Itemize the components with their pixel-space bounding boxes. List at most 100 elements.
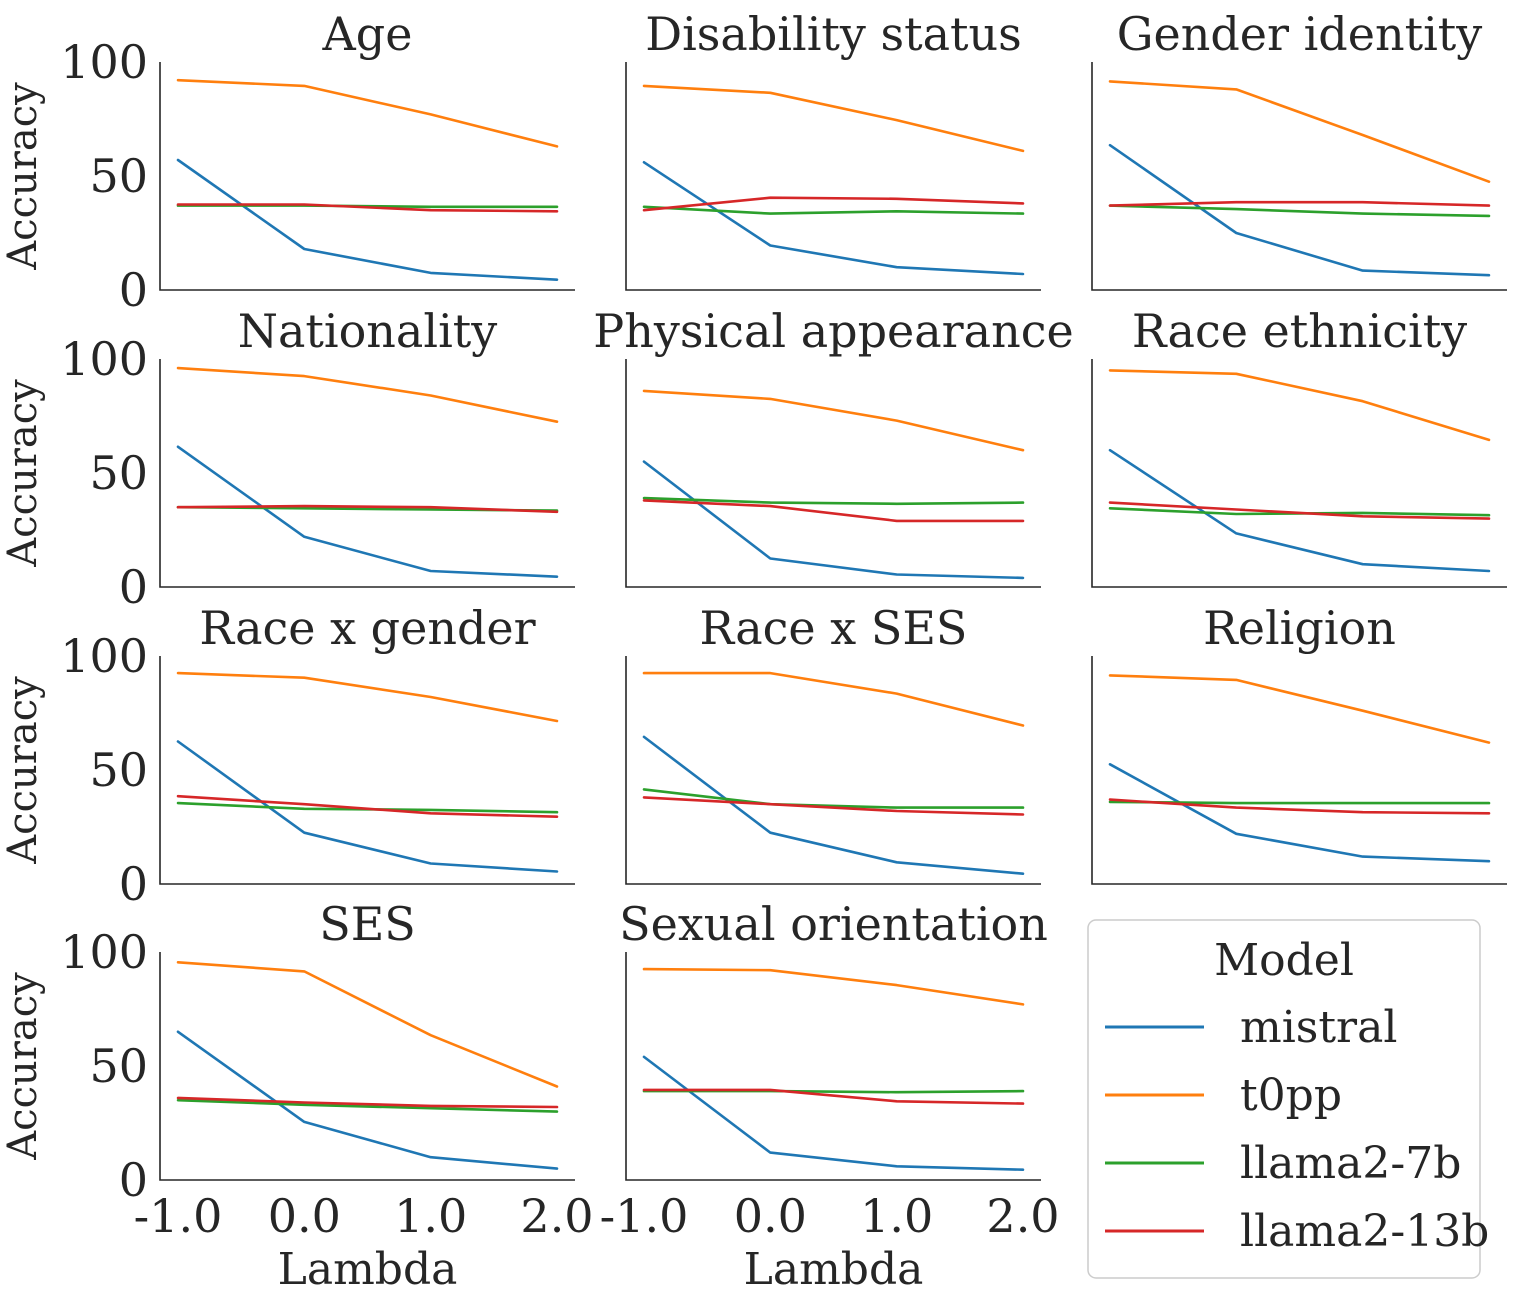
x-tick-label-ses-2: 1.0 <box>394 1189 467 1243</box>
panel-nationality: Nationality 0 50 100 Accuracy <box>0 304 575 614</box>
y-axis-label-ses: Accuracy <box>0 972 46 1161</box>
series-line-religion-t0pp <box>1108 674 1491 744</box>
series-line-race-x-gender-mistral <box>176 740 559 873</box>
series-line-sexual-orientation-llama2-13b <box>642 1088 1025 1105</box>
y-tick-label-race-x-gender-50: 50 <box>89 743 148 797</box>
series-line-ses-llama2-13b <box>176 1096 559 1109</box>
panel-disability-status: Disability status <box>625 7 1041 291</box>
axes-spine-religion <box>1091 656 1507 885</box>
x-tick-label-sexual-orientation-3: 2.0 <box>986 1189 1059 1243</box>
axes-spine-race-x-gender <box>159 656 575 885</box>
axes-spine-ses <box>159 952 575 1181</box>
series-line-physical-appearance-llama2-7b <box>642 496 1025 506</box>
chart-panels: Age 0 50 100 Accuracy Disability status Gender… <box>0 7 1507 1295</box>
legend-title: Model <box>1214 935 1354 986</box>
series-line-sexual-orientation-t0pp <box>642 967 1025 1006</box>
series-line-disability-status-mistral <box>642 161 1025 276</box>
series-line-gender-identity-llama2-7b <box>1108 204 1491 218</box>
y-tick-label-ses-50: 50 <box>89 1039 148 1093</box>
panel-title-ses: SES <box>319 897 416 951</box>
axes-spine-sexual-orientation <box>625 952 1041 1181</box>
legend-label-t0pp: t0pp <box>1240 1070 1342 1121</box>
axes-spine-race-x-ses <box>625 656 1041 885</box>
series-line-religion-mistral <box>1108 763 1491 863</box>
y-axis-label-race-x-gender: Accuracy <box>0 676 46 865</box>
panel-title-age: Age <box>322 7 413 61</box>
axes-spine-nationality <box>159 359 575 588</box>
y-tick-label-age-100: 100 <box>60 35 148 89</box>
series-line-disability-status-llama2-7b <box>642 205 1025 215</box>
x-tick-label-ses-0: -1.0 <box>134 1189 223 1243</box>
legend: Model mistral t0pp llama2-7b llama2-13b <box>1087 919 1489 1279</box>
x-axis-label-ses: Lambda <box>278 1244 458 1295</box>
series-line-disability-status-llama2-13b <box>642 196 1025 212</box>
series-line-race-ethnicity-llama2-13b <box>1108 501 1491 520</box>
y-tick-label-race-x-gender-100: 100 <box>60 629 148 683</box>
axes-spine-physical-appearance <box>625 359 1041 588</box>
panel-title-nationality: Nationality <box>238 304 498 358</box>
x-tick-label-ses-3: 2.0 <box>520 1189 593 1243</box>
panel-race-ethnicity: Race ethnicity <box>1091 304 1507 588</box>
panel-title-religion: Religion <box>1203 601 1396 655</box>
y-tick-label-age-0: 0 <box>119 263 148 317</box>
axes-spine-age <box>159 62 575 291</box>
series-line-ses-llama2-7b <box>176 1098 559 1113</box>
axes-spine-disability-status <box>625 62 1041 291</box>
panel-physical-appearance: Physical appearance <box>593 304 1074 588</box>
legend-label-llama2-13b: llama2-13b <box>1240 1206 1489 1257</box>
y-tick-label-nationality-0: 0 <box>119 560 148 614</box>
y-tick-label-ses-100: 100 <box>60 925 148 979</box>
series-line-race-x-gender-t0pp <box>176 671 559 723</box>
panel-sexual-orientation: Sexual orientation -1.0 0.0 1.0 2.0 Lambda <box>600 897 1060 1295</box>
legend-frame <box>1087 919 1481 1279</box>
panel-title-disability-status: Disability status <box>645 7 1022 61</box>
series-line-race-x-gender-llama2-13b <box>176 794 559 818</box>
series-line-religion-llama2-13b <box>1108 798 1491 815</box>
panel-race-x-ses: Race x SES <box>625 601 1041 885</box>
y-tick-label-age-50: 50 <box>89 149 148 203</box>
series-line-age-llama2-13b <box>176 203 559 213</box>
panel-gender-identity: Gender identity <box>1091 7 1507 291</box>
series-line-race-x-ses-llama2-7b <box>642 788 1025 809</box>
panel-age: Age 0 50 100 Accuracy <box>0 7 575 317</box>
series-line-race-ethnicity-mistral <box>1108 448 1491 573</box>
series-line-gender-identity-mistral <box>1108 143 1491 277</box>
panel-title-physical-appearance: Physical appearance <box>593 304 1073 358</box>
x-tick-label-sexual-orientation-0: -1.0 <box>600 1189 689 1243</box>
y-tick-label-nationality-50: 50 <box>89 446 148 500</box>
series-line-race-x-ses-llama2-13b <box>642 796 1025 816</box>
x-tick-label-sexual-orientation-1: 0.0 <box>734 1189 807 1243</box>
panel-religion: Religion <box>1091 601 1507 885</box>
y-tick-label-ses-0: 0 <box>119 1153 148 1207</box>
series-line-disability-status-t0pp <box>642 84 1025 153</box>
panel-title-gender-identity: Gender identity <box>1117 7 1483 61</box>
panel-title-race-x-ses: Race x SES <box>700 601 968 655</box>
series-line-age-mistral <box>176 158 559 281</box>
x-tick-label-sexual-orientation-2: 1.0 <box>860 1189 933 1243</box>
panel-title-race-x-gender: Race x gender <box>199 601 535 655</box>
series-line-sexual-orientation-llama2-7b <box>642 1089 1025 1094</box>
series-line-age-t0pp <box>176 78 559 148</box>
x-tick-label-ses-1: 0.0 <box>268 1189 341 1243</box>
series-line-race-x-ses-t0pp <box>642 671 1025 727</box>
y-tick-label-race-x-gender-0: 0 <box>119 857 148 911</box>
series-line-physical-appearance-llama2-13b <box>642 499 1025 523</box>
panel-title-race-ethnicity: Race ethnicity <box>1132 304 1467 358</box>
legend-label-llama2-7b: llama2-7b <box>1240 1138 1461 1189</box>
series-line-gender-identity-llama2-13b <box>1108 200 1491 207</box>
series-line-ses-t0pp <box>176 961 559 1088</box>
series-line-sexual-orientation-mistral <box>642 1055 1025 1171</box>
x-axis-label-sexual-orientation: Lambda <box>744 1244 924 1295</box>
axes-spine-race-ethnicity <box>1091 359 1507 588</box>
series-line-physical-appearance-mistral <box>642 460 1025 580</box>
series-line-gender-identity-t0pp <box>1108 80 1491 183</box>
series-line-nationality-mistral <box>176 445 559 578</box>
panel-ses: SES 0 50 100 Accuracy -1.0 0.0 1.0 2.0 Lambda <box>0 897 594 1295</box>
axes-spine-gender-identity <box>1091 62 1507 291</box>
series-line-physical-appearance-t0pp <box>642 389 1025 452</box>
legend-label-mistral: mistral <box>1240 1002 1397 1053</box>
panel-race-x-gender: Race x gender 0 50 100 Accuracy <box>0 601 575 911</box>
y-tick-label-nationality-100: 100 <box>60 332 148 386</box>
series-line-race-x-ses-mistral <box>642 735 1025 875</box>
